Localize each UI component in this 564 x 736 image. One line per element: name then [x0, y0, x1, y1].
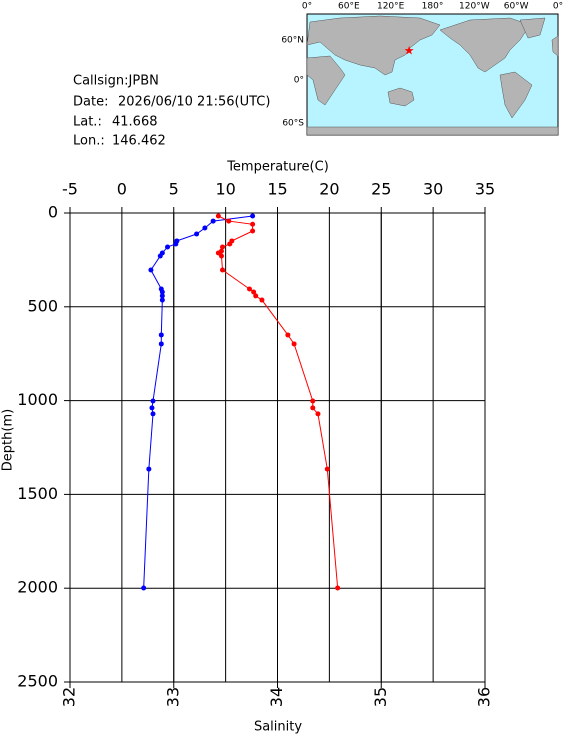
profile-point	[158, 332, 164, 338]
x-axis-title: Salinity	[254, 720, 302, 735]
x2-tick-label: 0	[117, 180, 127, 199]
x2-tick-label: 30	[423, 180, 443, 199]
x2-tick-label: 10	[215, 180, 235, 199]
profile-point	[150, 411, 156, 417]
profile-point	[158, 341, 164, 347]
profile-point	[220, 244, 226, 250]
profile-line	[217, 215, 339, 589]
profile-point	[215, 213, 221, 219]
map-lon-label: 180°	[422, 2, 444, 12]
lat-label: Lat.:	[73, 115, 102, 130]
y-tick-label: 500	[27, 296, 58, 315]
map-lon-label: 0°	[553, 2, 563, 12]
x-tick-label: 34	[267, 687, 286, 707]
y-tick-label: 1000	[17, 390, 58, 409]
profile-point	[210, 218, 216, 224]
profile-point	[315, 411, 321, 417]
map-lat-label: 60°S	[282, 119, 304, 129]
profile-point	[148, 267, 154, 273]
date: 2026/06/10 21:56(UTC)	[118, 95, 270, 110]
x2-tick-label: 20	[319, 180, 339, 199]
profile-point	[146, 466, 152, 472]
map-lon-label: 60°E	[338, 2, 360, 12]
map-land	[306, 15, 559, 136]
map-lon-label: 120°E	[377, 2, 405, 12]
profile-point	[227, 241, 233, 247]
callsign: Callsign:JPBN	[73, 74, 159, 89]
profile-point	[310, 405, 316, 411]
map-lat-label: 60°N	[281, 36, 304, 46]
map-lon-label: 0°	[302, 2, 312, 12]
profile-point	[202, 225, 208, 231]
profile-point	[246, 286, 252, 292]
lon-label: Lon.:	[73, 134, 105, 149]
profile-point	[218, 253, 224, 259]
profile-point	[259, 297, 265, 303]
x-tick-label: 35	[371, 687, 390, 707]
y-axis-title: Depth(m)	[1, 409, 16, 471]
profile-point	[159, 293, 165, 299]
profile-point	[150, 398, 156, 404]
x2-tick-label: 25	[371, 180, 391, 199]
profile-point	[165, 244, 171, 250]
profile-point	[157, 253, 163, 259]
y-tick-label: 0	[48, 203, 58, 222]
x-tick-label: 33	[163, 687, 182, 707]
y-tick-label: 2500	[17, 672, 58, 691]
profile-point	[159, 297, 165, 303]
x-tick-label: 32	[60, 687, 79, 707]
profile-point	[141, 585, 147, 591]
x-tick-label: 36	[475, 687, 494, 707]
y-tick-label: 1500	[17, 484, 58, 503]
map-lon-label: 120°W	[459, 2, 490, 12]
x2-tick-label: -5	[62, 180, 78, 199]
profile-point	[251, 289, 257, 295]
profile-point	[215, 250, 221, 256]
float-position: ★	[404, 44, 415, 58]
lat: 41.668	[112, 115, 158, 130]
profile-point	[291, 341, 297, 347]
profile-point	[335, 585, 341, 591]
date-label: Date:	[73, 95, 108, 110]
profile-point	[324, 466, 330, 472]
profile-point	[250, 213, 256, 219]
x2-axis-title: Temperature(C)	[226, 160, 329, 175]
profile-point	[226, 218, 232, 224]
profile-point	[310, 398, 316, 404]
x2-tick-label: 15	[267, 180, 287, 199]
x2-tick-label: 5	[169, 180, 179, 199]
profile-line	[143, 215, 253, 589]
profile-point	[250, 221, 256, 227]
profile-point	[253, 293, 259, 299]
world-map: 0° 60°E 120°E 180° 120°W 60°W 0° 60°N 0° 60°S ★	[281, 2, 563, 136]
profile-point	[159, 289, 165, 295]
profile-point	[194, 231, 200, 237]
profile-point	[220, 267, 226, 273]
profile-point	[285, 332, 291, 338]
map-lat-label: 0°	[294, 76, 304, 86]
x2-tick-label: 35	[475, 180, 495, 199]
profile-point	[173, 241, 179, 247]
profile-point	[149, 405, 155, 411]
map-lon-label: 60°W	[504, 2, 529, 12]
y-tick-label: 2000	[17, 578, 58, 597]
lon: 146.462	[112, 134, 166, 149]
profile-point	[250, 228, 256, 234]
